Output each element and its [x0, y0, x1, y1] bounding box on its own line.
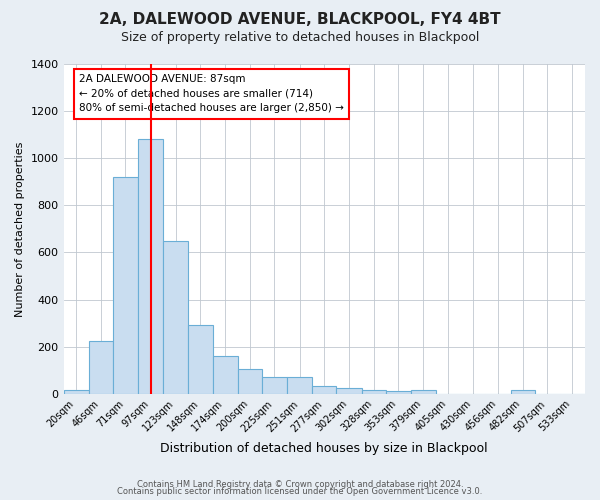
Bar — [386, 392, 411, 394]
Bar — [411, 390, 436, 394]
Bar — [212, 356, 238, 394]
X-axis label: Distribution of detached houses by size in Blackpool: Distribution of detached houses by size … — [160, 442, 488, 455]
Bar — [238, 369, 262, 394]
Bar — [188, 326, 212, 394]
Bar — [337, 388, 362, 394]
Bar — [362, 390, 386, 394]
Bar — [64, 390, 89, 394]
Text: Contains HM Land Registry data © Crown copyright and database right 2024.: Contains HM Land Registry data © Crown c… — [137, 480, 463, 489]
Bar — [163, 240, 188, 394]
Bar — [89, 341, 113, 394]
Y-axis label: Number of detached properties: Number of detached properties — [15, 141, 25, 316]
Bar — [511, 390, 535, 394]
Bar — [138, 140, 163, 394]
Bar — [113, 177, 138, 394]
Bar — [262, 378, 287, 394]
Text: Contains public sector information licensed under the Open Government Licence v3: Contains public sector information licen… — [118, 487, 482, 496]
Text: Size of property relative to detached houses in Blackpool: Size of property relative to detached ho… — [121, 31, 479, 44]
Bar — [312, 386, 337, 394]
Text: 2A, DALEWOOD AVENUE, BLACKPOOL, FY4 4BT: 2A, DALEWOOD AVENUE, BLACKPOOL, FY4 4BT — [99, 12, 501, 28]
Text: 2A DALEWOOD AVENUE: 87sqm
← 20% of detached houses are smaller (714)
80% of semi: 2A DALEWOOD AVENUE: 87sqm ← 20% of detac… — [79, 74, 344, 114]
Bar — [287, 378, 312, 394]
